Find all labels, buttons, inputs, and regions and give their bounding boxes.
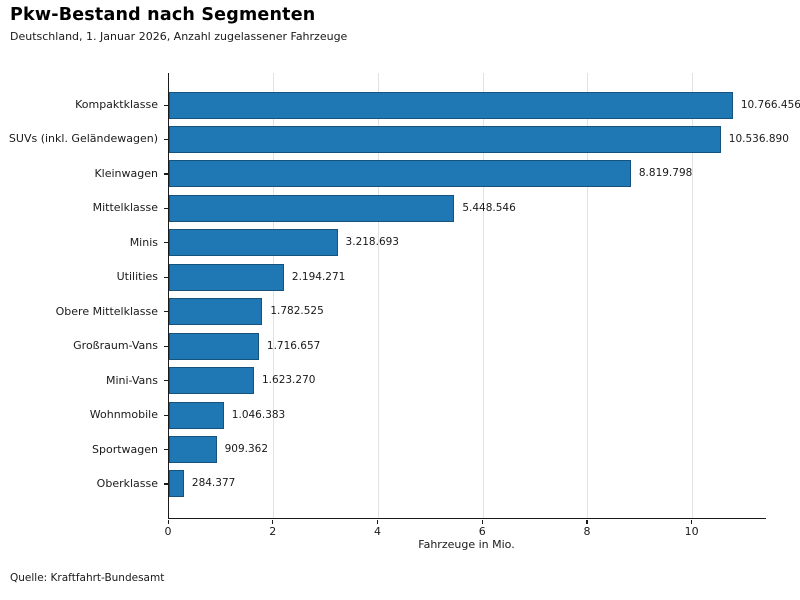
bar-value-label: 1.046.383 [231,408,286,421]
gridline [482,73,484,518]
chart-title: Pkw-Bestand nach Segmenten [10,5,316,25]
bar-value-label: 2.194.271 [291,270,346,283]
x-tick-label: 8 [583,525,591,538]
y-axis-tick [163,414,168,416]
x-axis-tick [376,519,379,524]
x-axis-tick [691,519,693,524]
bar-5 [169,229,338,257]
category-label: Mini-Vans [105,373,158,387]
bar-12 [169,470,184,498]
y-axis-tick [163,242,168,244]
gridline [377,73,379,518]
bar-value-label: 1.716.657 [266,339,321,352]
category-label: Oberklasse [96,476,158,490]
x-tick-label: 10 [684,525,699,538]
y-axis-tick [163,104,168,106]
x-axis-tick [167,519,169,524]
y-axis-tick [163,483,168,485]
category-label: Mittelklasse [92,201,158,215]
bar-value-label: 10.766.456 [740,98,800,111]
bar-value-label: 8.819.798 [638,167,693,180]
bar-value-label: 284.377 [191,477,236,490]
bar-value-label: 5.448.546 [462,201,516,214]
x-tick-label: 4 [373,525,381,538]
chart-subtitle: Deutschland, 1. Januar 2026, Anzahl zuge… [10,30,348,43]
bar-9 [169,367,254,395]
y-axis-tick [163,311,168,313]
x-axis-tick [272,519,274,524]
bar-value-label: 1.623.270 [262,374,316,387]
x-tick-label: 0 [164,525,172,538]
source-note: Quelle: Kraftfahrt-Bundesamt [10,572,165,584]
x-tick-label: 2 [269,525,277,538]
category-label: Wohnmobile [89,408,158,422]
bar-2 [169,125,721,153]
bar-value-label: 3.218.693 [345,236,399,249]
y-axis-tick [163,207,168,210]
bar-value-label: 1.782.525 [270,305,324,318]
bar-6 [169,263,284,291]
gridline [587,73,589,518]
bar-11 [169,436,217,463]
bar-10 [169,401,224,429]
plot-area: 10.766.456 10.536.890 8.819.798 5.448.546 3.… [168,73,800,519]
category-label: SUVs (inkl. Geländewagen) [8,132,158,146]
category-label: Utilities [116,270,158,284]
bar-value-label: 909.362 [224,443,269,455]
x-tick-label: 6 [478,525,486,538]
category-label: Großraum-Vans [73,339,158,353]
y-axis-tick [163,173,168,175]
category-label: Sportwagen [92,442,158,456]
y-axis-tick [163,345,168,347]
category-label: Kompaktklasse [75,98,158,111]
gridline [692,73,694,518]
x-axis-label: Fahrzeuge in Mio. [418,538,515,551]
bar-7 [169,298,263,326]
y-axis-tick [163,138,168,141]
bar-value-label: 10.536.890 [728,132,789,145]
category-label: Kleinwagen [94,166,158,180]
category-label: Minis [129,235,158,249]
y-axis-tick [163,380,168,382]
gridline [273,73,275,518]
y-axis-tick [163,449,168,451]
bar-1 [169,91,733,119]
bar-8 [169,332,259,360]
x-axis-tick [586,519,588,524]
bar-3 [169,160,631,188]
bar-4 [169,194,455,222]
category-label: Obere Mittelklasse [55,304,158,318]
y-axis-tick [163,276,168,278]
x-axis-tick [481,519,483,524]
